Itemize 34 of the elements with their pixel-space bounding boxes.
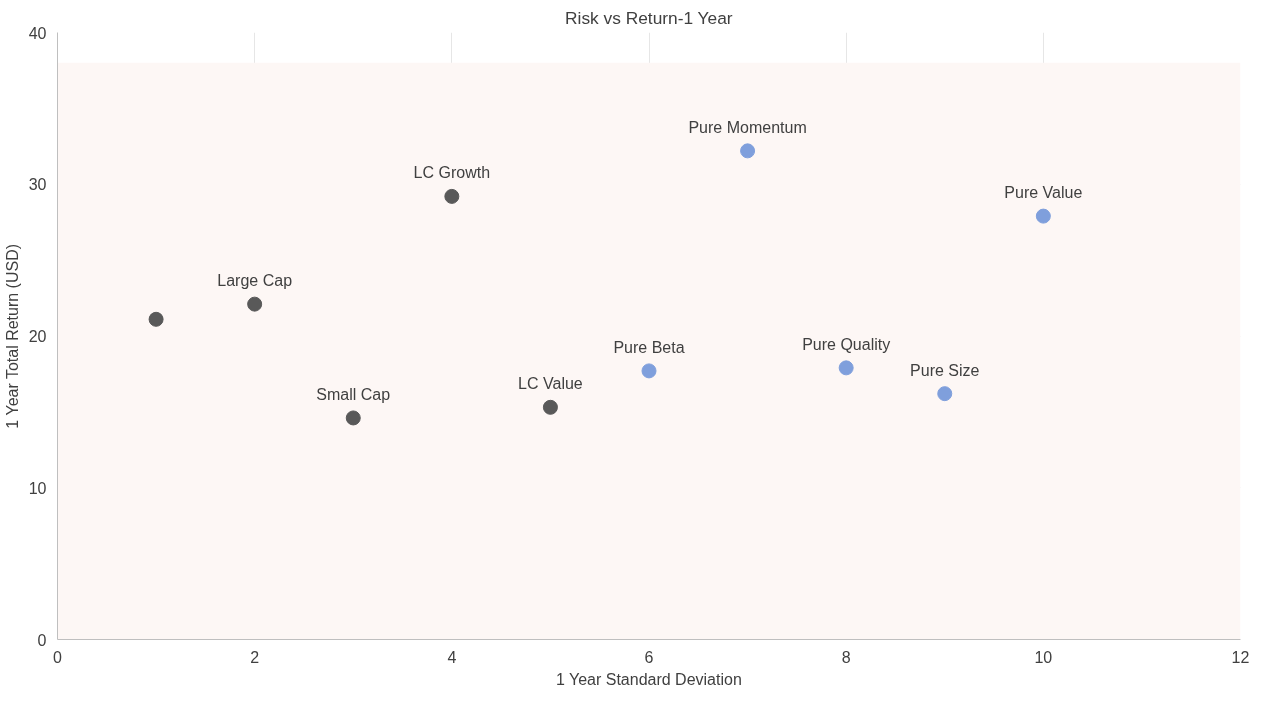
y-axis-title: 1 Year Total Return (USD) [3, 243, 21, 429]
annotation: Pure Quality [802, 335, 891, 353]
annotation: LC Growth [413, 164, 491, 182]
annotation: Pure Beta [613, 338, 685, 356]
y-tick-label: 10 [28, 479, 47, 497]
point [838, 360, 854, 376]
annotation: Pure Momentum [688, 118, 807, 136]
point [247, 296, 263, 312]
x-tick-label: 6 [644, 648, 654, 666]
x-tick-label: 0 [53, 648, 63, 666]
annotation: LC Value [518, 375, 583, 393]
x-tick-label: 8 [841, 648, 851, 666]
x-tick-label: 10 [1034, 648, 1053, 666]
x-tick-label: 12 [1231, 648, 1250, 666]
annotation: Pure Value [1004, 184, 1083, 202]
x-tick-label: 2 [250, 648, 260, 666]
point [1035, 208, 1051, 224]
chart-title: Risk vs Return-1 Year [565, 7, 733, 28]
y-tick-label: 20 [28, 328, 47, 345]
x-axis-title: 1 Year Standard Deviation [555, 670, 742, 688]
point [148, 311, 164, 327]
annotation: Pure Size [910, 361, 980, 379]
annotation: Large Cap [217, 272, 293, 290]
point [345, 410, 361, 426]
x-tick-label: 4 [447, 648, 457, 666]
y-tick-label: 30 [28, 176, 47, 194]
point [542, 399, 558, 415]
annotation: Small Cap [316, 385, 391, 403]
point [444, 188, 460, 204]
point [740, 143, 756, 159]
point [641, 363, 657, 379]
y-tick-label: 0 [37, 631, 47, 649]
y-tick-label: 40 [28, 24, 47, 42]
point [937, 386, 953, 402]
